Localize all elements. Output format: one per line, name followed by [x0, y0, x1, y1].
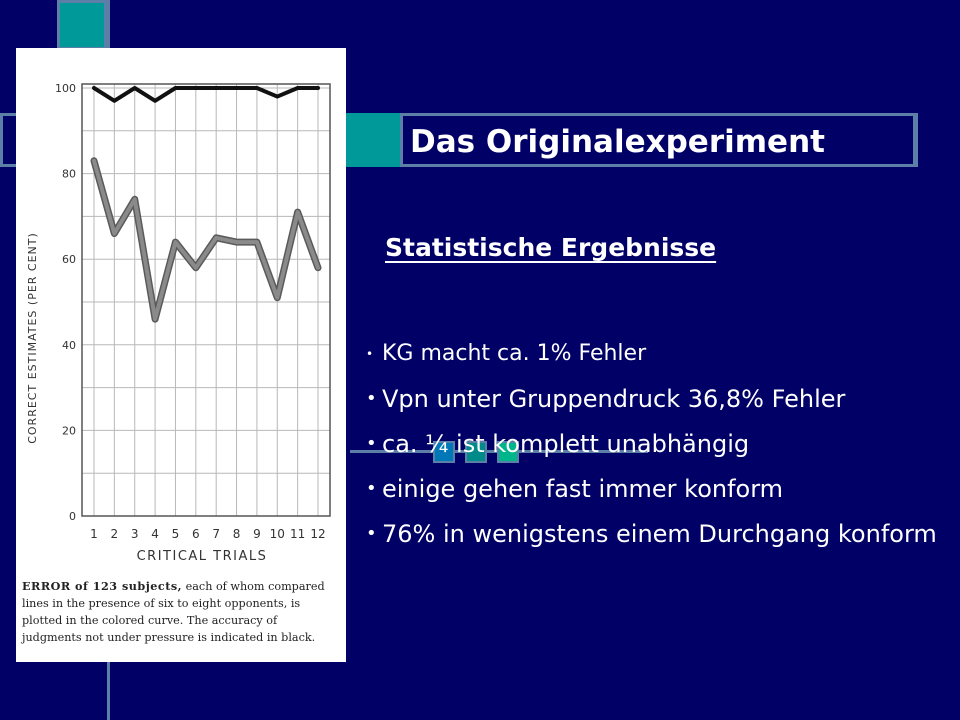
bullet-item: Vpn unter Gruppendruck 36,8% Fehler: [366, 385, 946, 413]
data-point: [153, 99, 157, 103]
deco-square-top: [57, 0, 107, 50]
data-point: [173, 86, 177, 90]
x-axis-label: CRITICAL TRIALS: [137, 549, 268, 564]
caption-lead: ERROR of 123 subjects,: [22, 579, 183, 593]
data-point: [235, 240, 239, 244]
x-tick-label: 10: [270, 527, 285, 541]
data-point: [255, 86, 259, 90]
chart-series: [90, 86, 322, 323]
data-point: [316, 266, 320, 270]
x-tick-label: 7: [212, 527, 220, 541]
y-tick-label: 80: [62, 168, 76, 181]
deco-title-bar-fill: [400, 113, 916, 167]
y-tick-label: 40: [62, 339, 76, 352]
plot-frame: [81, 83, 331, 517]
data-point: [316, 86, 320, 90]
x-tick-label: 6: [192, 527, 200, 541]
data-point: [112, 232, 116, 236]
x-tick-label: 1: [90, 527, 98, 541]
x-tick-label: 4: [151, 527, 159, 541]
chart-grid: [82, 84, 330, 517]
x-tick-label: 9: [253, 527, 261, 541]
section-heading: Statistische Ergebnisse: [385, 233, 717, 262]
data-point: [275, 95, 279, 99]
x-tick-label: 8: [233, 527, 241, 541]
series-line-control: [92, 86, 320, 103]
data-point: [275, 296, 279, 300]
data-point: [92, 159, 96, 163]
chart-caption: ERROR of 123 subjects, each of whom comp…: [22, 578, 340, 646]
caption-text: each of whom compared lines in the prese…: [22, 580, 325, 644]
data-point: [112, 99, 116, 103]
y-tick-label: 20: [62, 424, 76, 437]
data-point: [194, 266, 198, 270]
data-point: [296, 210, 300, 214]
x-tick-label: 3: [131, 527, 139, 541]
data-point: [133, 197, 137, 201]
x-tick-label: 11: [290, 527, 305, 541]
data-point: [214, 236, 218, 240]
data-point: [235, 86, 239, 90]
data-point: [173, 240, 177, 244]
data-point: [153, 317, 157, 321]
bullet-item: einige gehen fast immer konform: [366, 475, 946, 503]
data-point: [296, 86, 300, 90]
y-tick-label: 100: [55, 82, 76, 95]
data-point: [133, 86, 137, 90]
y-axis-label: CORRECT ESTIMATES (PER CENT): [26, 232, 39, 444]
y-tick-label: 0: [69, 510, 76, 523]
x-tick-label: 2: [111, 527, 119, 541]
x-tick-label: 12: [310, 527, 325, 541]
bullet-item: 76% in wenigstens einem Durchgang konfor…: [366, 520, 946, 548]
data-point: [214, 86, 218, 90]
bullet-item: KG macht ca. 1% Fehler: [366, 340, 946, 368]
series-line-pressure: [92, 158, 320, 322]
series-line-outline: [90, 157, 322, 323]
y-tick-label: 60: [62, 253, 76, 266]
data-point: [92, 86, 96, 90]
x-tick-label: 5: [172, 527, 180, 541]
bullet-list: KG macht ca. 1% Fehler Vpn unter Gruppen…: [366, 340, 946, 565]
data-point: [194, 86, 198, 90]
slide-title: Das Originalexperiment: [410, 124, 825, 160]
deco-title-square: [344, 113, 400, 167]
chart-figure: 0 20 40 60 80 100 1 2 3 4 5 6 7 8 9 10 11 12 CORRECT ESTI…: [16, 48, 346, 662]
bullet-item: ca. ¼ ist komplett unabhängig: [366, 430, 946, 458]
data-point: [255, 240, 259, 244]
